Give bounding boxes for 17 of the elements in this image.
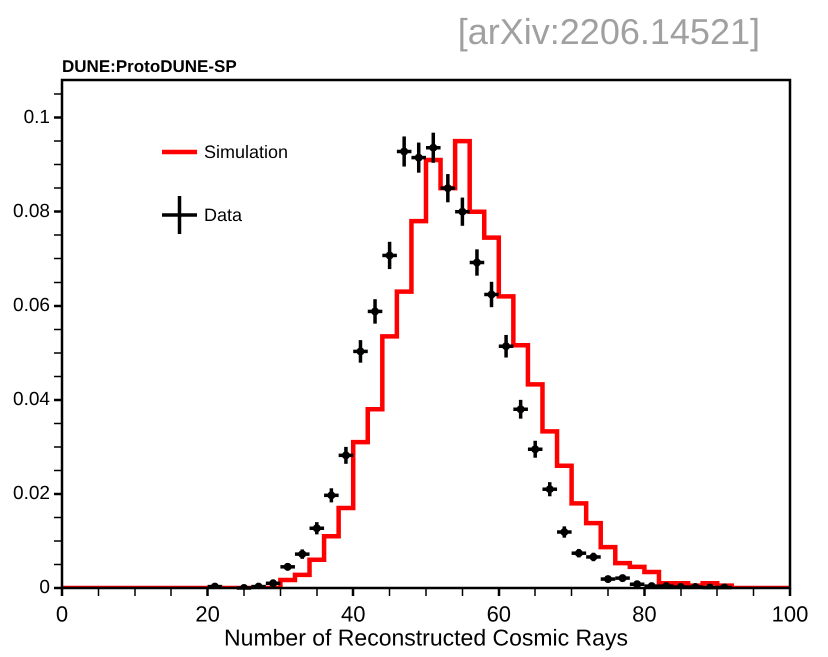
- x-tick-label: 100: [772, 601, 808, 626]
- legend-label: Data: [204, 204, 244, 225]
- y-tick-label: 0: [39, 577, 50, 598]
- y-tick-label: 0.02: [13, 483, 50, 504]
- chart-title: DUNE:ProtoDUNE-SP: [62, 57, 237, 76]
- y-tick-label: 0.04: [13, 389, 50, 410]
- y-tick-label: 0.06: [13, 295, 50, 316]
- text: [arXiv:2206.14521]: [458, 11, 760, 52]
- x-tick-label: 0: [56, 601, 68, 626]
- y-tick-label: 0.08: [13, 200, 50, 222]
- x-tick-label: 40: [340, 601, 366, 626]
- y-tick-label: 0.1: [24, 106, 50, 128]
- x-tick-label: 20: [195, 601, 220, 626]
- x-tick-label: 80: [632, 601, 657, 626]
- legend-label: Simulation: [204, 142, 288, 162]
- x-tick-label: 60: [486, 601, 512, 626]
- x-axis-title: Number of Reconstructed Cosmic Rays: [224, 624, 628, 651]
